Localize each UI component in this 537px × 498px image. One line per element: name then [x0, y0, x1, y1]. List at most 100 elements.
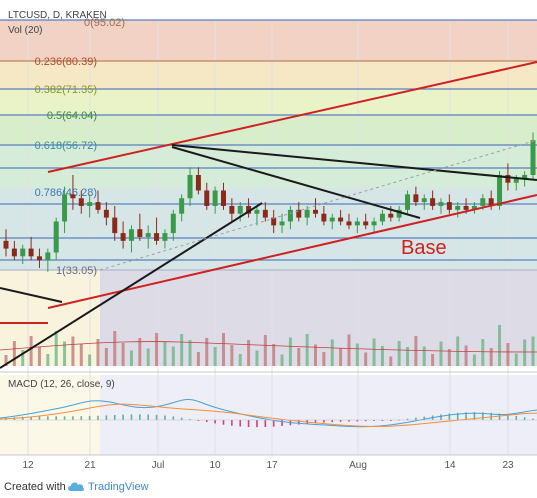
volume-bar [155, 333, 159, 366]
candle [187, 167, 193, 206]
candle [262, 202, 268, 222]
footer: Created with TradingView [0, 476, 537, 498]
candle [446, 194, 452, 214]
macd-hist-bar [448, 413, 451, 420]
candle [338, 209, 344, 226]
macd-hist-bar [88, 416, 91, 420]
upper-triangle-line [171, 144, 537, 181]
macd-hist-bar [47, 416, 49, 420]
volume-bar [238, 354, 242, 366]
candle [62, 186, 68, 234]
macd-hist-bar [30, 416, 32, 420]
fib-label-0236: 0.236(80.39) [35, 56, 97, 68]
candle [11, 240, 17, 261]
macd-hist-bar [72, 416, 74, 420]
volume-bar [523, 339, 527, 366]
macd-hist-bar [482, 412, 484, 420]
volume-bar [431, 354, 435, 366]
candle [162, 229, 168, 249]
candle [438, 198, 444, 214]
volume-bar [439, 341, 443, 366]
candle [371, 217, 377, 234]
candle [421, 194, 427, 210]
macd-hist-bar [164, 415, 166, 420]
volume-bar [339, 348, 343, 366]
fib-label-0382: 0.382(71.35) [35, 84, 97, 96]
macd-hist-bar [264, 420, 267, 427]
volume-bar [71, 336, 75, 366]
candle [204, 182, 210, 210]
macd-hist-bar [473, 412, 476, 420]
macd-hist-bar [406, 418, 409, 420]
volume-bar [213, 347, 217, 366]
volume-bar [498, 325, 502, 366]
macd-hist-bar [139, 414, 141, 420]
macd-hist-bar [63, 416, 66, 420]
volume-bar [113, 331, 117, 366]
candle [112, 205, 118, 241]
macd-hist-bar [523, 417, 526, 420]
volume-bar [447, 349, 451, 366]
macd-hist-bar [21, 416, 24, 420]
volume-bar [12, 341, 16, 366]
candle [36, 248, 42, 268]
tradingview-link[interactable]: TradingView [88, 481, 149, 493]
x-axis-ticks: 12 21 Jul 10 17 Aug 14 23 [22, 460, 514, 471]
candle [313, 198, 319, 218]
candle [279, 213, 285, 234]
candle [78, 190, 84, 214]
candle [20, 244, 26, 265]
macd-hist-bar [364, 420, 367, 422]
macd-hist-bar [381, 420, 384, 421]
macd-hist-bar [130, 414, 133, 420]
candle [95, 190, 101, 214]
macd-hist-bar [348, 420, 350, 422]
volume-bar [288, 337, 292, 366]
left-black-line [0, 287, 63, 303]
volume-bar [138, 338, 142, 366]
volume-bar [347, 334, 351, 366]
candle [70, 174, 76, 210]
candle [354, 217, 360, 234]
volume-bar [364, 352, 368, 366]
macd-hist-bar [231, 420, 233, 426]
volume-bar [330, 339, 334, 366]
volume-bar [372, 338, 376, 366]
candle [287, 205, 293, 230]
x-tick-label: 21 [84, 460, 96, 471]
date-range-pre [0, 270, 100, 366]
macd-hist-bar [272, 420, 275, 427]
candle [271, 209, 277, 234]
chart-area: 0(95.02) 0.236(80.39) 0.382(71.35) 0.5(6… [0, 10, 537, 471]
volume-bar [297, 348, 301, 366]
macd-hist-bar [515, 415, 518, 420]
volume-bar [54, 331, 58, 366]
candle [296, 202, 302, 222]
candle [363, 213, 369, 230]
volume-bar [414, 336, 418, 366]
trendlines [0, 61, 537, 369]
macd-hist-bar [415, 417, 417, 420]
candle [137, 213, 143, 241]
candle [45, 248, 51, 272]
upper-channel-line [47, 61, 537, 173]
volume-ma-line [0, 341, 537, 353]
dashed-projection-line [99, 139, 537, 271]
candle [212, 186, 218, 214]
macd-highlight [100, 375, 537, 455]
volume-bar [205, 338, 209, 366]
macd-hist-bar [38, 416, 41, 420]
candle [220, 182, 226, 210]
candle [388, 205, 394, 222]
macd-hist-bar [498, 413, 501, 420]
volume-bar [63, 341, 67, 366]
macd-hist-bar [323, 420, 325, 423]
volume-bar [146, 348, 150, 366]
x-tick-label: 23 [502, 460, 514, 471]
candle [103, 202, 109, 226]
candle [379, 209, 385, 226]
x-tick-label: 14 [444, 460, 456, 471]
symbol-title: LTCUSD, D, KRAKEN [8, 10, 107, 21]
macd-hist-bar [423, 416, 426, 420]
volume-bar [472, 354, 476, 366]
